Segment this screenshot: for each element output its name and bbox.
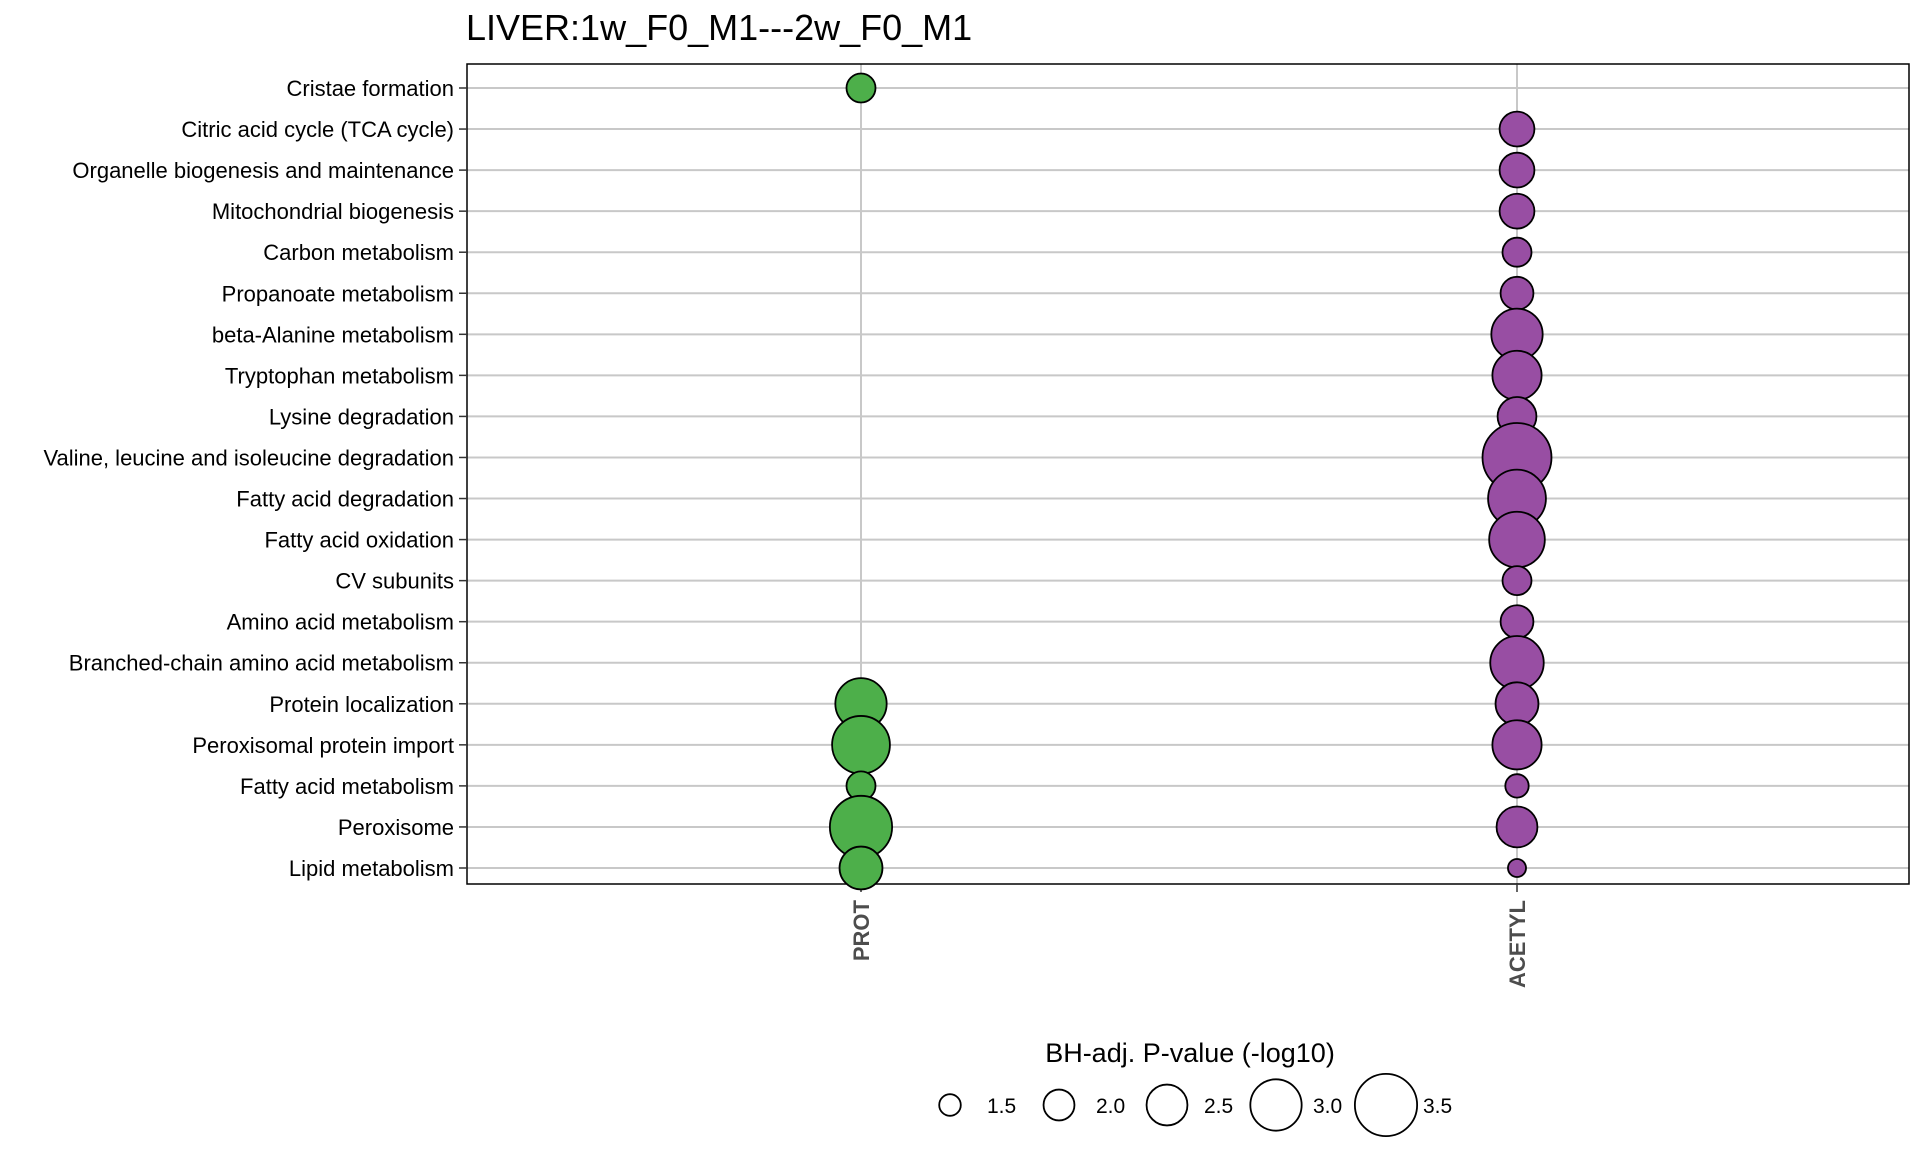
legend-size-circle xyxy=(938,1093,962,1117)
legend-size-circle xyxy=(1145,1083,1189,1127)
legend-label: 1.5 xyxy=(987,1095,1016,1118)
data-points xyxy=(828,72,1553,891)
chart-title: LIVER:1w_F0_M1---2w_F0_M1 xyxy=(466,7,972,48)
data-point xyxy=(1495,805,1539,849)
data-point xyxy=(1499,275,1535,311)
data-point xyxy=(1504,773,1530,799)
y-tick-label: Valine, leucine and isoleucine degradati… xyxy=(43,445,454,470)
legend-items: 1.5 2.0 2.5 3.0 3.5 xyxy=(938,1072,1452,1138)
data-point xyxy=(1499,604,1535,640)
plot-border xyxy=(466,63,1910,885)
y-tick-label: Organelle biogenesis and maintenance xyxy=(72,158,454,183)
x-axis: PROT ACETYL xyxy=(849,884,1530,988)
y-tick-label: Fatty acid oxidation xyxy=(264,528,454,553)
data-point xyxy=(1494,681,1540,727)
y-tick-label: Protein localization xyxy=(269,692,454,717)
legend-label: 3.5 xyxy=(1423,1095,1452,1118)
data-point xyxy=(838,845,884,891)
y-tick-label: Fatty acid metabolism xyxy=(240,774,454,799)
data-point xyxy=(1498,151,1536,189)
data-point xyxy=(1498,192,1536,230)
data-point xyxy=(1507,858,1527,878)
legend-size-circle xyxy=(1249,1078,1303,1132)
data-point xyxy=(1491,349,1543,401)
legend-label: 2.5 xyxy=(1204,1095,1233,1118)
y-tick-label: Peroxisome xyxy=(338,815,454,840)
y-tick-label: Mitochondrial biogenesis xyxy=(212,199,454,224)
y-tick-label: Propanoate metabolism xyxy=(222,281,454,306)
y-tick-label: Peroxisomal protein import xyxy=(192,733,454,758)
data-point xyxy=(1491,719,1543,771)
y-tick-label: Tryptophan metabolism xyxy=(225,363,454,388)
y-tick-label: Lysine degradation xyxy=(269,404,454,429)
data-point xyxy=(1501,236,1533,268)
legend-size-circle xyxy=(1042,1088,1076,1122)
legend-title: BH-adj. P-value (-log10) xyxy=(1045,1038,1335,1068)
data-point xyxy=(831,715,891,775)
y-tick-label: beta-Alanine metabolism xyxy=(212,322,454,347)
size-legend: BH-adj. P-value (-log10) 1.5 2.0 2.5 3.0 3.5 xyxy=(938,1038,1452,1138)
y-tick-label: Citric acid cycle (TCA cycle) xyxy=(181,117,454,142)
data-point xyxy=(845,72,877,104)
y-tick-label: Cristae formation xyxy=(286,76,454,101)
y-tick-label: Branched-chain amino acid metabolism xyxy=(69,651,454,676)
y-axis: Cristae formation Citric acid cycle (TCA … xyxy=(43,76,467,881)
y-tick-label: CV subunits xyxy=(335,569,454,594)
legend-label: 3.0 xyxy=(1313,1095,1342,1118)
legend-size-circle xyxy=(1353,1072,1419,1138)
data-point xyxy=(1501,565,1533,597)
y-tick-label: Lipid metabolism xyxy=(289,856,454,881)
y-tick-label: Amino acid metabolism xyxy=(227,610,454,635)
data-point xyxy=(1488,510,1546,569)
y-tick-label: Fatty acid degradation xyxy=(236,487,454,512)
legend-label: 2.0 xyxy=(1096,1095,1125,1118)
data-point xyxy=(1498,110,1536,148)
grid-lines xyxy=(467,64,1909,884)
x-tick-label: ACETYL xyxy=(1505,900,1530,988)
y-tick-label: Carbon metabolism xyxy=(263,240,454,265)
x-tick-label: PROT xyxy=(849,899,874,961)
